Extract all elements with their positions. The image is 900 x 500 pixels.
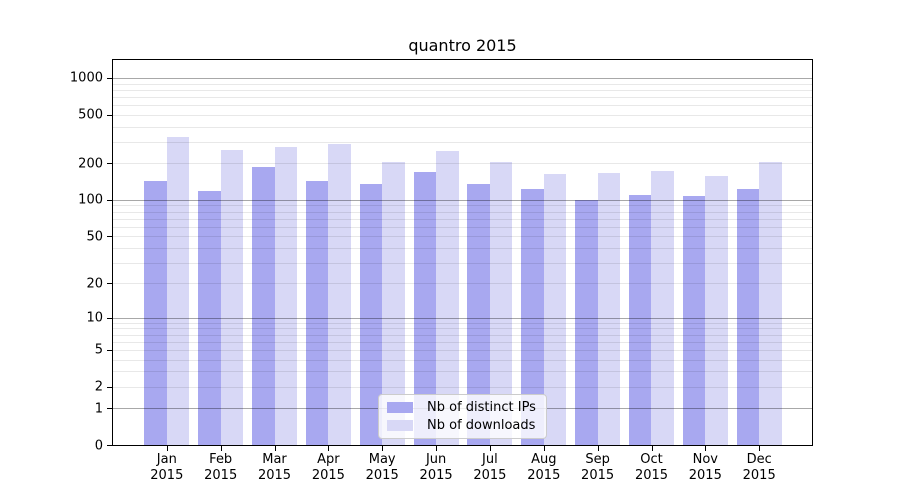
bar-distinct-ips-oct [628, 195, 652, 445]
bar-distinct-ips-dec [736, 189, 760, 445]
bar-distinct-ips-nov [682, 195, 706, 445]
y-tick-label-1000: 1000 [69, 70, 103, 86]
legend-swatch-downloads [387, 420, 413, 431]
x-tick-apr [328, 446, 330, 451]
x-tick-label-dec: Dec 2015 [742, 452, 776, 483]
y-tick-2 [107, 386, 112, 388]
x-tick-label-jul: Jul 2015 [473, 452, 507, 483]
x-tick-oct [651, 446, 653, 451]
bar-downloads-dec [759, 162, 782, 445]
x-tick-jul [489, 446, 491, 451]
y-tick-10 [107, 317, 112, 319]
bar-downloads-jan [166, 136, 190, 445]
bar-downloads-apr [328, 143, 351, 445]
legend-item-downloads: Nb of downloads [387, 418, 536, 433]
x-tick-feb [220, 446, 222, 451]
x-tick-label-sep: Sep 2015 [581, 452, 615, 483]
y-tick-20 [107, 283, 112, 285]
x-tick-label-feb: Feb 2015 [204, 452, 238, 483]
y-tick-label-20: 20 [86, 276, 103, 292]
bar-downloads-oct [651, 170, 674, 445]
x-tick-aug [543, 446, 545, 451]
bar-distinct-ips-apr [305, 180, 329, 445]
y-tick-label-0: 0 [94, 438, 103, 453]
y-tick-0 [107, 445, 112, 446]
x-tick-label-may: May 2015 [365, 452, 399, 483]
legend: Nb of distinct IPs Nb of downloads [378, 394, 547, 439]
bar-downloads-feb [220, 149, 244, 445]
bar-downloads-may [382, 162, 405, 445]
y-tick-label-5: 5 [94, 342, 103, 358]
y-tick-label-200: 200 [78, 156, 103, 172]
bar-distinct-ips-mar [252, 167, 275, 445]
y-tick-label-50: 50 [86, 229, 103, 245]
bar-distinct-ips-jul [467, 183, 490, 445]
x-tick-label-apr: Apr 2015 [311, 452, 345, 483]
legend-label-distinct-ips: Nb of distinct IPs [427, 400, 536, 415]
x-tick-label-jan: Jan 2015 [150, 452, 184, 483]
y-tick-1000 [107, 77, 112, 79]
x-tick-may [382, 446, 384, 451]
bar-downloads-jun [436, 151, 459, 445]
x-tick-mar [274, 446, 276, 451]
bar-distinct-ips-sep [575, 199, 598, 445]
bar-downloads-nov [705, 176, 728, 445]
bars-layer [113, 60, 812, 445]
y-tick-label-10: 10 [86, 310, 103, 326]
legend-item-distinct-ips: Nb of distinct IPs [387, 400, 536, 415]
bar-distinct-ips-feb [198, 190, 221, 445]
y-tick-label-2: 2 [94, 379, 103, 395]
y-tick-200 [107, 163, 112, 165]
plot-area: Nb of distinct IPs Nb of downloads [112, 59, 813, 446]
x-tick-nov [705, 446, 707, 451]
x-tick-label-nov: Nov 2015 [688, 452, 722, 483]
y-tick-5 [107, 349, 112, 351]
y-tick-500 [107, 114, 112, 116]
x-tick-sep [597, 446, 599, 451]
y-tick-label-100: 100 [78, 192, 103, 208]
x-tick-jun [436, 446, 438, 451]
bar-downloads-aug [543, 173, 567, 445]
y-tick-100 [107, 199, 112, 201]
bar-downloads-mar [274, 147, 297, 445]
chart-title: quantro 2015 [408, 36, 517, 55]
x-tick-label-aug: Aug 2015 [527, 452, 561, 483]
y-tick-1 [107, 408, 112, 410]
x-tick-label-oct: Oct 2015 [634, 452, 669, 483]
legend-label-downloads: Nb of downloads [427, 418, 536, 433]
legend-swatch-distinct-ips [387, 402, 413, 413]
x-tick-label-mar: Mar 2015 [257, 452, 292, 483]
bar-downloads-sep [597, 173, 621, 445]
bar-distinct-ips-may [359, 183, 383, 445]
x-tick-label-jun: Jun 2015 [419, 452, 453, 483]
bar-distinct-ips-aug [521, 188, 544, 445]
bar-downloads-jul [489, 162, 513, 445]
y-tick-label-500: 500 [78, 107, 103, 123]
x-tick-jan [166, 446, 168, 451]
x-tick-dec [759, 446, 761, 451]
bar-distinct-ips-jun [413, 172, 437, 445]
y-tick-label-1: 1 [94, 401, 103, 417]
bar-distinct-ips-jan [144, 181, 167, 445]
y-tick-50 [107, 236, 112, 238]
